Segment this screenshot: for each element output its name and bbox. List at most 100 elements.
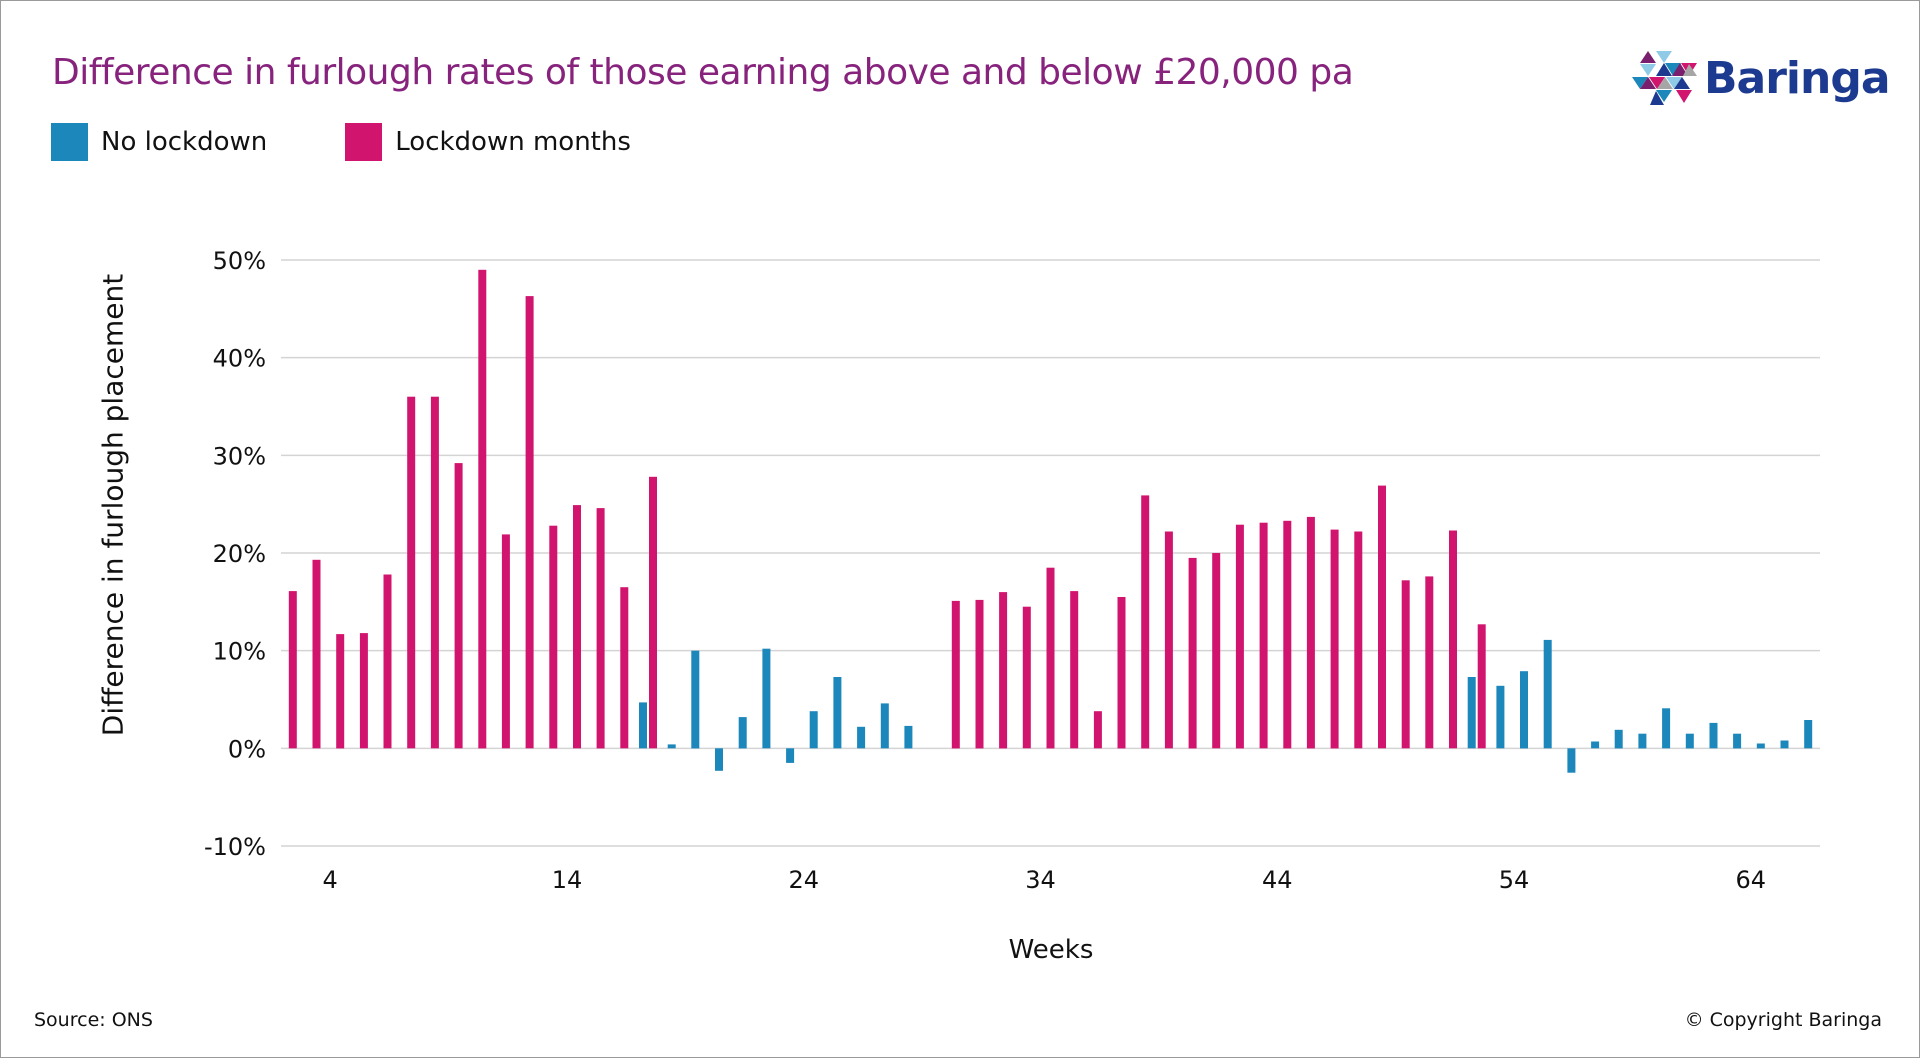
bar-no-lockdown-week-22	[762, 648, 771, 749]
bar-no-lockdown-week-53	[1496, 685, 1505, 749]
x-tick-label: 24	[788, 866, 819, 894]
bar-lockdown-week-5	[359, 633, 368, 749]
bar-lockdown-week-49	[1401, 580, 1410, 749]
bar-lockdown-week-34	[1046, 567, 1055, 749]
bar-no-lockdown-week-20	[715, 748, 723, 771]
chart-title: Difference in furlough rates of those ea…	[52, 52, 1354, 93]
bar-no-lockdown-week-66	[1804, 720, 1813, 749]
legend-item-lockdown-months: Lockdown months	[345, 123, 631, 161]
bar-lockdown-week-51	[1449, 530, 1457, 749]
bar-lockdown-week-17	[649, 476, 657, 749]
x-tick-label: 34	[1025, 866, 1056, 894]
bar-lockdown-week-45	[1306, 516, 1315, 749]
logo-text: Baringa	[1704, 52, 1891, 104]
x-axis-label: Weeks	[1008, 935, 1094, 965]
legend-item-no-lockdown: No lockdown	[51, 123, 267, 161]
bar-no-lockdown-week-18	[667, 744, 676, 749]
bar-lockdown-week-14	[573, 505, 581, 749]
y-tick-label: 0%	[228, 735, 266, 763]
bar-lockdown-week-35	[1070, 591, 1079, 749]
source-note: Source: ONS	[34, 1009, 153, 1031]
bar-lockdown-week-36	[1093, 711, 1102, 749]
bar-lockdown-week-8	[430, 396, 439, 749]
bar-lockdown-week-42	[1235, 524, 1244, 749]
bar-no-lockdown-week-27	[880, 703, 889, 749]
bar-no-lockdown-week-55	[1543, 639, 1552, 749]
bar-lockdown-week-12	[525, 296, 534, 749]
bar-lockdown-week-11	[501, 534, 510, 749]
bar-lockdown-week-37	[1117, 597, 1126, 749]
bar-no-lockdown-week-63	[1733, 733, 1742, 749]
legend: No lockdown Lockdown months	[51, 123, 709, 161]
y-axis-label: Difference in furlough placement	[96, 273, 130, 737]
bar-lockdown-week-50	[1425, 576, 1434, 749]
bar-lockdown-week-41	[1212, 553, 1221, 749]
legend-swatch-lockdown-months	[345, 123, 383, 161]
bar-no-lockdown-week-58	[1614, 729, 1623, 749]
x-tick-label: 4	[323, 866, 338, 894]
legend-label: No lockdown	[101, 127, 268, 157]
bar-no-lockdown-week-19	[691, 650, 700, 749]
bar-lockdown-week-15	[596, 508, 605, 749]
bar-no-lockdown-week-28	[904, 725, 913, 749]
bar-lockdown-week-16	[620, 587, 629, 749]
bar-no-lockdown-week-60	[1662, 708, 1671, 749]
bar-lockdown-week-43	[1259, 522, 1268, 749]
bar-lockdown-week-39	[1164, 531, 1173, 749]
bar-lockdown-week-48	[1378, 485, 1386, 749]
legend-swatch-no-lockdown	[51, 123, 88, 161]
baringa-logo: Baringa	[1632, 47, 1891, 109]
bar-no-lockdown-week-21	[738, 717, 747, 749]
bar-lockdown-week-6	[383, 574, 392, 749]
x-tick-label: 44	[1262, 866, 1293, 894]
bar-no-lockdown-week-24	[809, 711, 818, 749]
triangle-mosaic-icon	[1632, 51, 1697, 105]
bar-lockdown-week-40	[1188, 557, 1197, 749]
bar-no-lockdown-week-52	[1467, 677, 1476, 749]
y-tick-label: 50%	[213, 247, 266, 275]
bar-no-lockdown-week-56	[1567, 748, 1576, 773]
bar-no-lockdown-week-65	[1780, 740, 1789, 749]
bar-no-lockdown-week-25	[833, 677, 842, 749]
bar-lockdown-week-47	[1354, 531, 1363, 749]
x-tick-label: 54	[1499, 866, 1530, 894]
bar-no-lockdown-week-61	[1685, 733, 1694, 749]
y-tick-labels: 50% 40% 30% 20% 10% 0% -10%	[204, 247, 266, 861]
y-tick-label: -10%	[204, 833, 266, 861]
bar-lockdown-week-46	[1330, 529, 1339, 749]
bar-lockdown-week-32	[999, 592, 1008, 749]
bar-lockdown-week-30	[951, 600, 960, 749]
x-tick-label: 64	[1736, 866, 1767, 894]
bar-no-lockdown-week-17	[639, 702, 647, 749]
y-tick-label: 20%	[213, 540, 266, 568]
bar-no-lockdown-week-59	[1638, 733, 1647, 749]
bar-lockdown-week-44	[1283, 520, 1292, 749]
bar-lockdown-week-13	[549, 525, 558, 749]
y-tick-label: 30%	[213, 442, 266, 470]
x-tick-label: 14	[552, 866, 583, 894]
bar-no-lockdown-week-64	[1756, 743, 1765, 749]
bar-lockdown-week-7	[407, 396, 416, 749]
bar-no-lockdown-week-23	[786, 748, 795, 763]
copyright-note: © Copyright Baringa	[1684, 1009, 1882, 1031]
bar-no-lockdown-week-57	[1591, 741, 1600, 749]
bar-no-lockdown-week-54	[1520, 671, 1528, 749]
bar-lockdown-week-2	[288, 591, 297, 749]
bar-lockdown-week-4	[336, 634, 345, 749]
bar-lockdown-week-38	[1141, 495, 1150, 749]
bar-lockdown-week-3	[312, 559, 321, 749]
bar-lockdown-week-33	[1022, 606, 1031, 749]
legend-label: Lockdown months	[395, 127, 631, 157]
gridlines	[281, 259, 1820, 847]
x-tick-labels: 4 14 24 34 44 54 64	[323, 866, 1767, 894]
bar-lockdown-week-9	[454, 463, 463, 749]
bar-lockdown-week-10	[478, 269, 487, 749]
bar-lockdown-week-31	[975, 599, 984, 749]
bars	[288, 269, 1813, 773]
bar-no-lockdown-week-26	[857, 726, 866, 749]
bar-lockdown-week-52	[1477, 624, 1486, 749]
y-tick-label: 40%	[213, 345, 266, 373]
bar-no-lockdown-week-62	[1709, 722, 1718, 749]
y-tick-label: 10%	[213, 638, 266, 666]
